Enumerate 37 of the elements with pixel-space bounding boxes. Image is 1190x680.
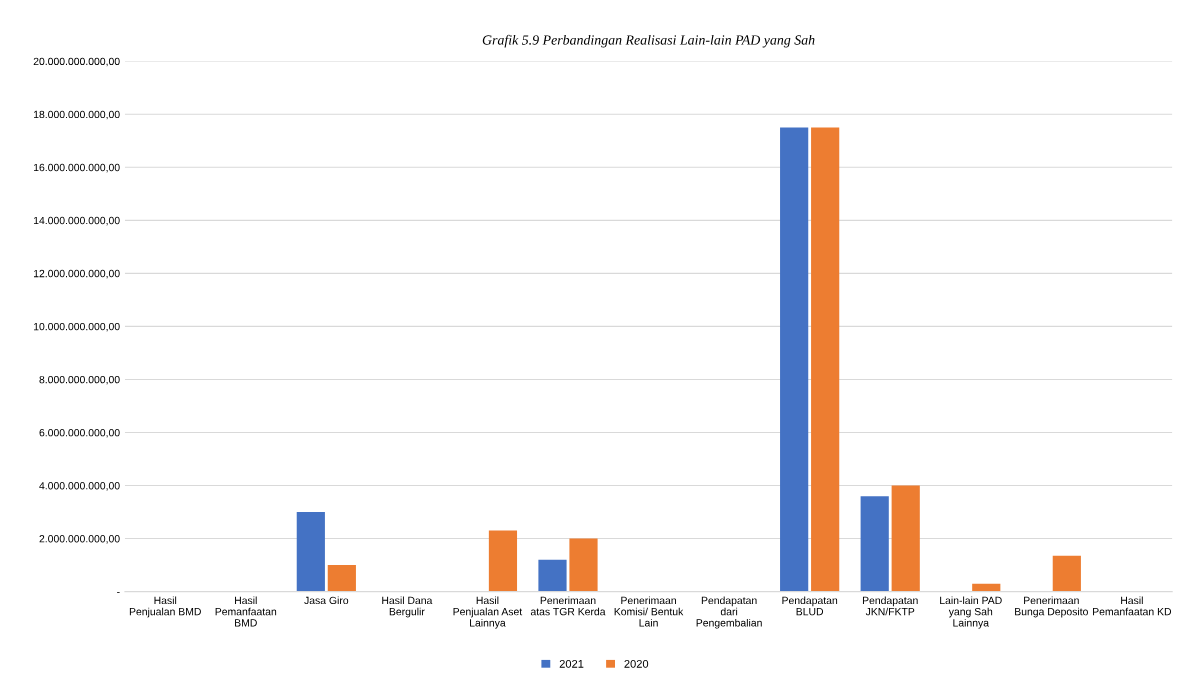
bar [327, 565, 356, 592]
y-tick-label: 18.000.000.000,00 [34, 110, 120, 120]
bar [569, 538, 598, 592]
bar [891, 485, 920, 592]
x-tick-label: Penerimaan Komisi/ Bentuk Lain [614, 596, 684, 627]
bar [780, 127, 809, 592]
bar [811, 127, 840, 592]
x-tick-label: Hasil Pemanfaatan KD [1093, 596, 1172, 616]
bar [860, 496, 889, 592]
x-tick-label: Lain-lain PAD yang Sah Lainnya [940, 596, 1002, 629]
legend-label: 2020 [624, 659, 649, 668]
y-tick-label: 8.000.000.000,00 [39, 375, 120, 385]
y-tick-label: 2.000.000.000,00 [39, 535, 120, 544]
y-tick-label: 4.000.000.000,00 [39, 482, 120, 491]
y-tick-label: 10.000.000.000,00 [34, 322, 120, 332]
x-tick-label: Hasil Penjualan Aset Lainnya [453, 596, 523, 629]
x-tick-label: Penerimaan atas TGR Kerda [530, 596, 606, 616]
x-tick-label: Jasa Giro [304, 596, 349, 605]
y-tick-label: 6.000.000.000,00 [39, 428, 120, 438]
x-tick-label: Pendapatan dari Pengembalian [696, 596, 762, 629]
x-tick-label: Pendapatan JKN/FKTP [862, 596, 918, 616]
x-tick-label: Hasil Penjualan BMD [129, 596, 201, 618]
y-tick-label: 16.000.000.000,00 [34, 163, 120, 173]
y-tick-label: - [117, 592, 120, 594]
y-tick-label: 12.000.000.000,00 [34, 269, 120, 279]
bar [296, 512, 325, 592]
bar [538, 559, 567, 592]
bar [488, 530, 518, 592]
chart-title: Grafik 5.9 Perbandingan Realisasi Lain-lain PAD yang Sah [482, 34, 815, 48]
x-tick-label: Pendapatan BLUD [782, 596, 838, 616]
y-tick-label: 20.000.000.000,00 [33, 57, 120, 67]
x-tick-label: Hasil Dana Bergulir [382, 596, 433, 618]
y-tick-label: 14.000.000.000,00 [34, 216, 120, 226]
x-tick-label: Penerimaan Bunga Deposito [1015, 596, 1088, 618]
legend-label: 2021 [559, 659, 584, 668]
bar [1052, 555, 1081, 592]
x-tick-label: Hasil Pemanfaatan BMD [215, 596, 277, 627]
